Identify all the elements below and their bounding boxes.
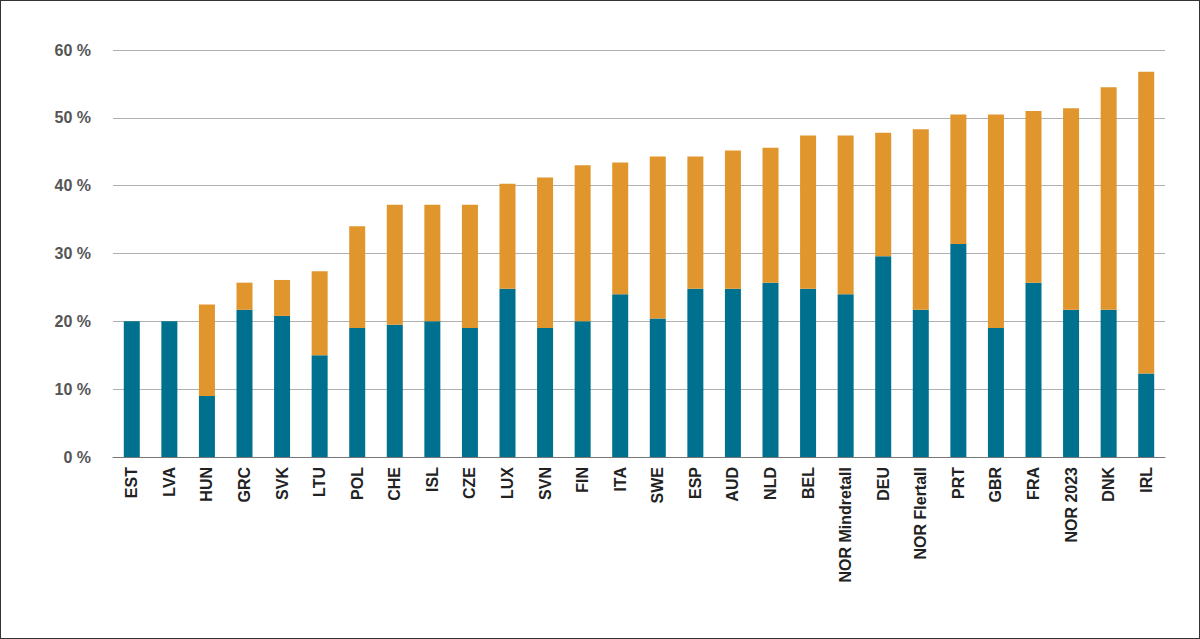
svg-text:NOR 2023: NOR 2023 [1063, 467, 1080, 543]
svg-text:FIN: FIN [574, 467, 591, 493]
svg-text:ITA: ITA [612, 467, 629, 492]
svg-text:SVK: SVK [274, 467, 291, 500]
svg-text:NOR Flertall: NOR Flertall [912, 467, 929, 559]
svg-text:CZE: CZE [461, 467, 478, 499]
svg-text:DEU: DEU [875, 467, 892, 501]
svg-text:NLD: NLD [762, 467, 779, 500]
svg-text:0 %: 0 % [63, 449, 91, 466]
svg-text:SVN: SVN [537, 467, 554, 500]
svg-text:SWE: SWE [649, 467, 666, 504]
svg-text:10 %: 10 % [55, 381, 91, 398]
svg-text:EST: EST [123, 467, 140, 498]
svg-text:20 %: 20 % [55, 313, 91, 330]
svg-text:IRL: IRL [1138, 467, 1155, 493]
svg-text:FRA: FRA [1025, 467, 1042, 500]
svg-text:HUN: HUN [198, 467, 215, 502]
svg-text:50 %: 50 % [55, 109, 91, 126]
svg-text:60 %: 60 % [55, 42, 91, 59]
svg-text:40 %: 40 % [55, 177, 91, 194]
svg-text:30 %: 30 % [55, 245, 91, 262]
svg-text:ISL: ISL [424, 467, 441, 492]
svg-text:AUD: AUD [724, 467, 741, 502]
svg-text:GRC: GRC [236, 467, 253, 503]
svg-text:LUX: LUX [499, 467, 516, 499]
svg-text:LVA: LVA [161, 467, 178, 497]
svg-text:POL: POL [349, 467, 366, 500]
svg-text:PRT: PRT [950, 467, 967, 499]
svg-text:GBR: GBR [987, 467, 1004, 503]
svg-text:BEL: BEL [800, 467, 817, 499]
svg-text:CHE: CHE [386, 467, 403, 501]
svg-text:LTU: LTU [311, 467, 328, 497]
svg-text:ESP: ESP [687, 467, 704, 499]
svg-text:DNK: DNK [1100, 467, 1117, 502]
svg-text:NOR Mindretall: NOR Mindretall [837, 467, 854, 583]
